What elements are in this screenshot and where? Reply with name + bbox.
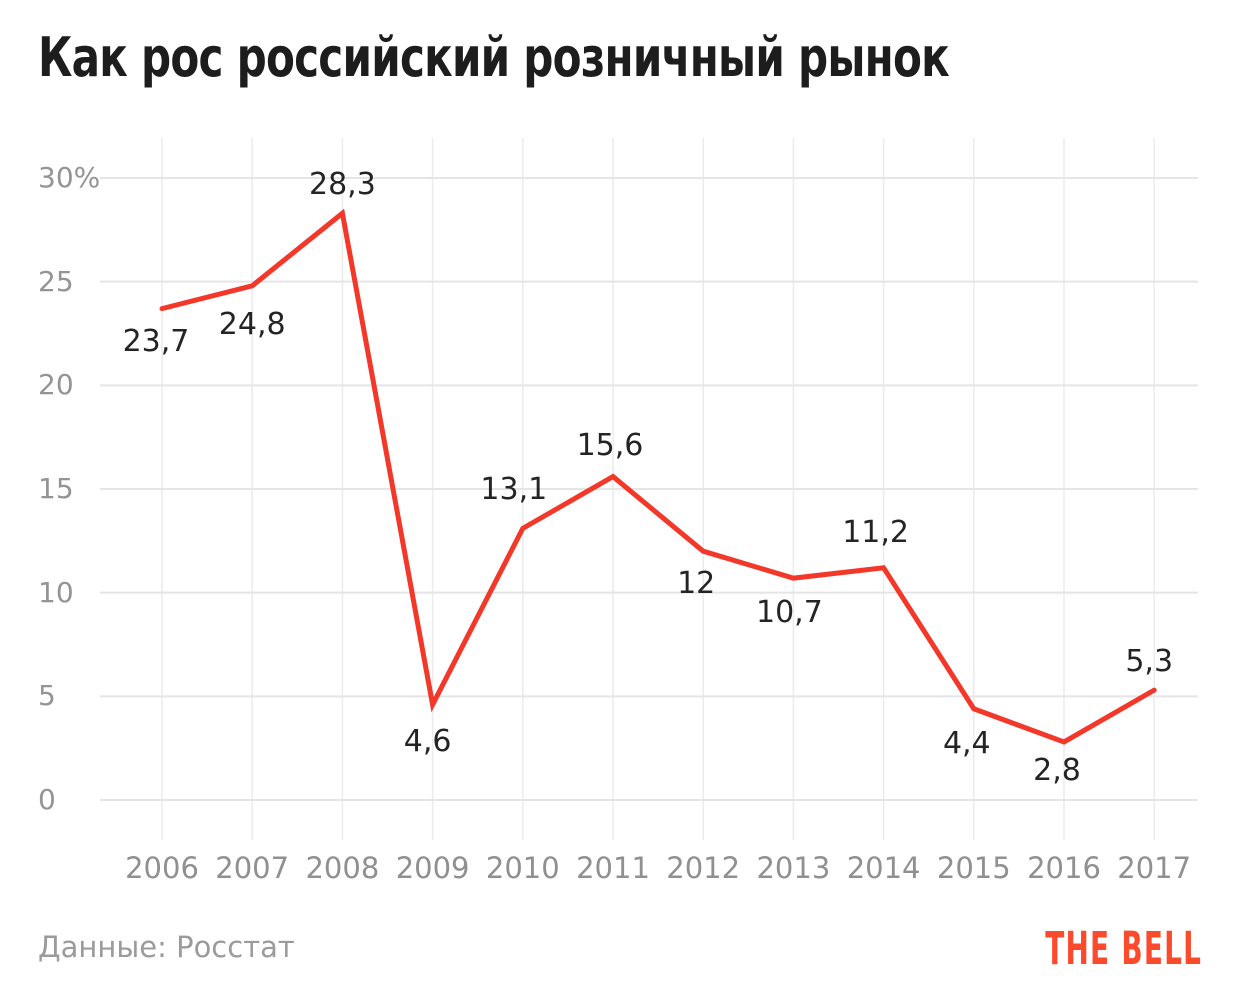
data-point-label: 2,8	[1033, 752, 1081, 788]
data-point-label: 12	[677, 566, 716, 602]
x-axis-tick-label: 2013	[756, 851, 831, 885]
x-axis-tick-label: 2016	[1027, 851, 1101, 885]
data-point-label: 4,6	[403, 723, 452, 759]
y-axis-tick-label: 10	[38, 575, 74, 609]
x-axis-tick-label: 2008	[305, 851, 380, 885]
y-axis-tick-label: 15	[38, 472, 74, 505]
data-point-label: 28,3	[308, 167, 376, 203]
data-point-label: 15,6	[576, 427, 644, 463]
y-axis-tick-label: 30%	[38, 161, 101, 194]
x-axis-tick-label: 2006	[125, 851, 199, 885]
data-point-label: 11,2	[842, 514, 909, 550]
data-point-label: 5,3	[1125, 644, 1174, 680]
x-axis-tick-label: 2007	[215, 851, 290, 885]
data-point-label: 24,8	[218, 306, 286, 342]
data-point-label: 13,1	[480, 472, 548, 508]
y-axis-tick-label: 5	[38, 679, 56, 713]
data-line	[159, 208, 1157, 745]
data-point-label: 4,4	[942, 725, 991, 761]
brand-logo: THE BELL	[1045, 922, 1202, 975]
x-axis-tick-label: 2014	[846, 851, 921, 885]
y-axis-tick-label: 25	[38, 264, 74, 298]
x-axis-tick-label: 2012	[666, 851, 741, 885]
y-axis-tick-label: 0	[38, 783, 56, 816]
source-note: Данные: Росстат	[38, 930, 295, 964]
x-axis-tick-label: 2011	[576, 851, 650, 885]
data-point-label: 10,7	[755, 595, 823, 631]
data-point-label: 23,7	[122, 323, 190, 359]
x-axis-tick-label: 2009	[395, 851, 470, 885]
y-axis-tick-label: 20	[38, 368, 74, 402]
x-axis-tick-label: 2015	[936, 851, 1011, 885]
chart-title: Как рос российский розничный рынок	[38, 26, 950, 89]
x-axis-tick-label: 2017	[1117, 851, 1192, 885]
x-axis-tick-label: 2010	[485, 851, 560, 885]
